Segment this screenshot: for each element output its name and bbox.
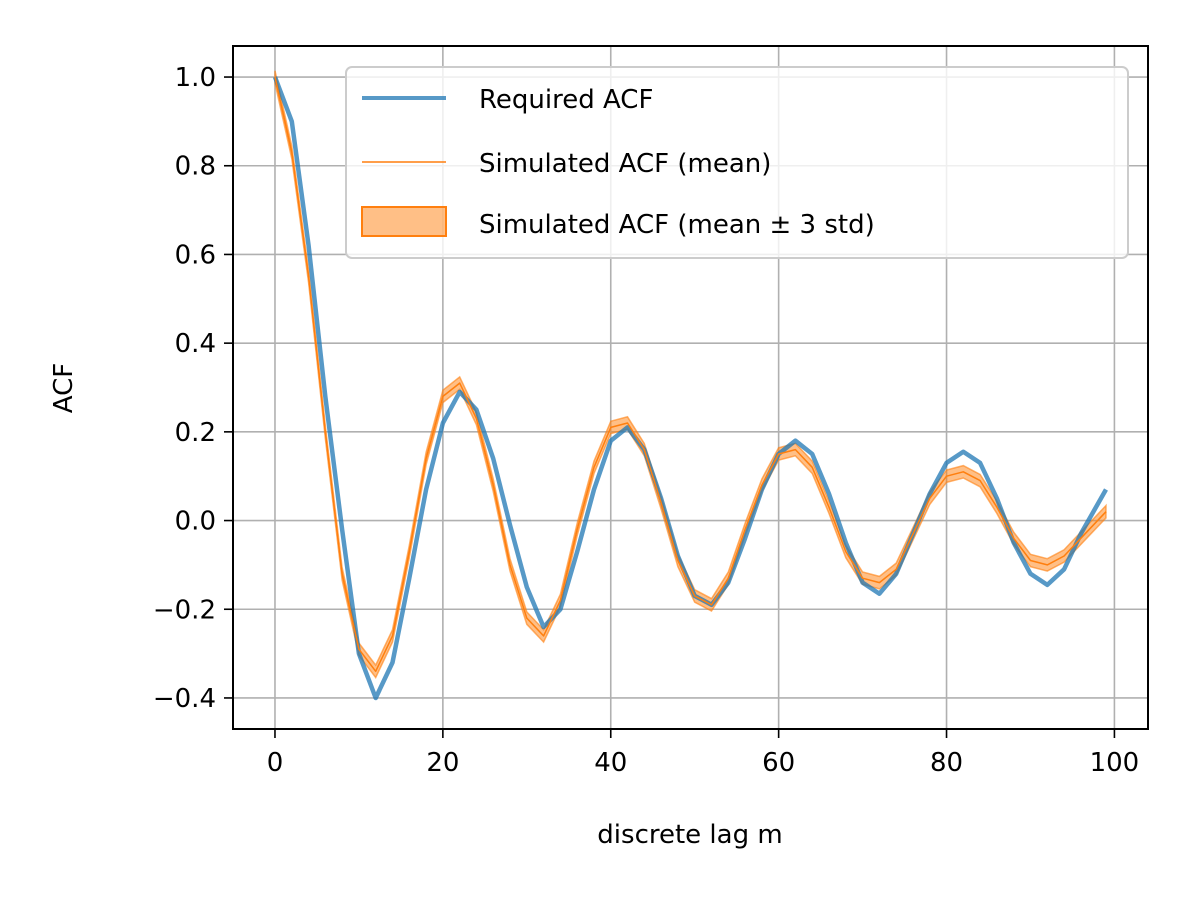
axis-ticks: 0 20 40 60 80 100 −0.4 −0.2 0.0 0.2 0.4 0.6 0.8 1.0	[153, 63, 1139, 778]
y-tick-label: 1.0	[175, 63, 216, 93]
legend-label-simulated-mean: Simulated ACF (mean)	[479, 149, 771, 179]
legend-box	[345, 66, 1129, 259]
y-tick-label: 0.2	[175, 418, 216, 448]
y-tick-label: 0.0	[175, 507, 216, 537]
line-layer	[272, 76, 1108, 701]
y-tick-label: 0.4	[175, 329, 216, 359]
y-tick-label: −0.2	[153, 595, 216, 625]
legend-swatch-simulated-band	[361, 206, 447, 237]
y-tick-label: −0.4	[153, 684, 216, 714]
plot-frame	[232, 45, 1149, 730]
x-tick-label: 20	[426, 748, 459, 778]
legend-label-required-acf: Required ACF	[479, 85, 653, 115]
legend: Required ACF Simulated ACF (mean) Simula…	[345, 66, 1129, 259]
x-tick-label: 40	[594, 748, 627, 778]
y-axis-title: ACF	[49, 363, 79, 413]
x-tick-label: 60	[762, 748, 795, 778]
simulated-acf-mean-line	[274, 76, 1107, 673]
required-acf-line	[272, 76, 1108, 701]
y-tick-label: 0.8	[175, 152, 216, 182]
simulated-acf-band	[274, 70, 1107, 680]
band-layer	[274, 70, 1107, 680]
legend-label-simulated-band: Simulated ACF (mean ± 3 std)	[479, 210, 875, 240]
x-tick-label: 0	[267, 748, 284, 778]
x-tick-label: 100	[1090, 748, 1140, 778]
x-axis-title: discrete lag m	[597, 820, 782, 850]
y-tick-label: 0.6	[175, 240, 216, 270]
x-tick-label: 80	[930, 748, 963, 778]
